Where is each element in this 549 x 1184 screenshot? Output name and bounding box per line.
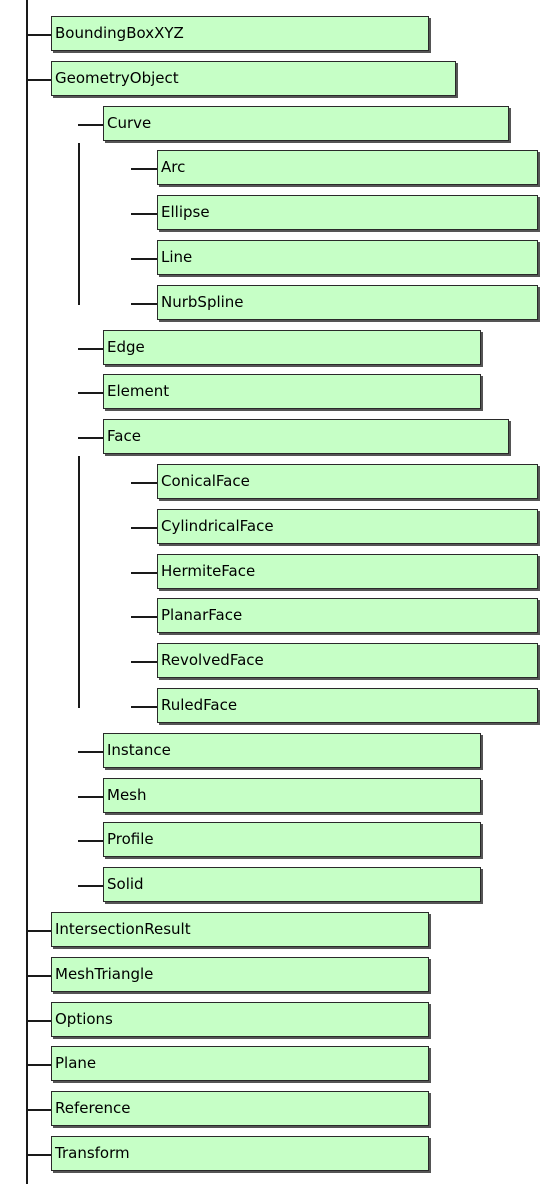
node-planarface[interactable]: PlanarFace: [157, 598, 538, 633]
node-label: MeshTriangle: [55, 965, 154, 983]
node-label: Curve: [107, 114, 152, 132]
node-label: CylindricalFace: [161, 517, 274, 535]
node-mesh[interactable]: Mesh: [103, 778, 481, 813]
meshtriangle-connector-line: [26, 975, 51, 977]
curve-connector-line: [78, 124, 103, 126]
node-label: Plane: [55, 1054, 97, 1072]
node-label: Transform: [55, 1144, 130, 1162]
node-label: RuledFace: [161, 696, 238, 714]
node-ellipse[interactable]: Ellipse: [157, 195, 538, 230]
node-label: PlanarFace: [161, 606, 243, 624]
node-label: Reference: [55, 1099, 131, 1117]
boundingboxxyz-connector-line: [26, 34, 51, 36]
node-hermiteface[interactable]: HermiteFace: [157, 554, 538, 589]
ruledface-connector-line: [131, 706, 157, 708]
ellipse-connector-line: [131, 213, 157, 215]
node-label: Element: [107, 382, 170, 400]
curve-trunk-line: [78, 143, 80, 305]
node-geometryobject[interactable]: GeometryObject: [51, 61, 456, 96]
cylindricalface-connector-line: [131, 527, 157, 529]
node-transform[interactable]: Transform: [51, 1136, 429, 1171]
node-revolvedface[interactable]: RevolvedFace: [157, 643, 538, 678]
instance-connector-line: [78, 751, 103, 753]
node-edge[interactable]: Edge: [103, 330, 481, 365]
node-label: Edge: [107, 338, 145, 356]
node-meshtriangle[interactable]: MeshTriangle: [51, 957, 429, 992]
line-connector-line: [131, 258, 157, 260]
node-label: Line: [161, 248, 193, 266]
node-label: Ellipse: [161, 203, 210, 221]
node-label: Face: [107, 427, 141, 445]
node-label: Profile: [107, 830, 154, 848]
node-profile[interactable]: Profile: [103, 822, 481, 857]
node-nurbspline[interactable]: NurbSpline: [157, 285, 538, 320]
node-curve[interactable]: Curve: [103, 106, 509, 141]
node-arc[interactable]: Arc: [157, 150, 538, 185]
element-connector-line: [78, 392, 103, 394]
conicalface-connector-line: [131, 482, 157, 484]
node-ruledface[interactable]: RuledFace: [157, 688, 538, 723]
node-reference[interactable]: Reference: [51, 1091, 429, 1126]
node-cylindricalface[interactable]: CylindricalFace: [157, 509, 538, 544]
node-line[interactable]: Line: [157, 240, 538, 275]
geometryobject-trunk-line: [26, 98, 28, 887]
arc-connector-line: [131, 168, 157, 170]
node-label: NurbSpline: [161, 293, 244, 311]
node-label: ConicalFace: [161, 472, 250, 490]
solid-connector-line: [78, 885, 103, 887]
options-connector-line: [26, 1020, 51, 1022]
edge-connector-line: [78, 348, 103, 350]
node-instance[interactable]: Instance: [103, 733, 481, 768]
geometryobject-connector-line: [26, 79, 51, 81]
node-element[interactable]: Element: [103, 374, 481, 409]
node-label: Options: [55, 1010, 113, 1028]
node-label: Mesh: [107, 786, 147, 804]
node-plane[interactable]: Plane: [51, 1046, 429, 1081]
node-intersectionresult[interactable]: IntersectionResult: [51, 912, 429, 947]
node-label: BoundingBoxXYZ: [55, 24, 184, 42]
face-connector-line: [78, 437, 103, 439]
transform-connector-line: [26, 1154, 51, 1156]
node-label: GeometryObject: [55, 69, 179, 87]
node-boundingboxxyz[interactable]: BoundingBoxXYZ: [51, 16, 429, 51]
node-label: HermiteFace: [161, 562, 256, 580]
mesh-connector-line: [78, 796, 103, 798]
node-label: IntersectionResult: [55, 920, 191, 938]
face-trunk-line: [78, 456, 80, 708]
node-conicalface[interactable]: ConicalFace: [157, 464, 538, 499]
hermiteface-connector-line: [131, 572, 157, 574]
node-label: RevolvedFace: [161, 651, 264, 669]
node-solid[interactable]: Solid: [103, 867, 481, 902]
plane-connector-line: [26, 1064, 51, 1066]
profile-connector-line: [78, 840, 103, 842]
planarface-connector-line: [131, 616, 157, 618]
node-face[interactable]: Face: [103, 419, 509, 454]
node-label: Solid: [107, 875, 144, 893]
node-label: Arc: [161, 158, 186, 176]
revolvedface-connector-line: [131, 661, 157, 663]
reference-connector-line: [26, 1109, 51, 1111]
node-label: Instance: [107, 741, 171, 759]
nurbspline-connector-line: [131, 303, 157, 305]
intersectionresult-connector-line: [26, 930, 51, 932]
node-options[interactable]: Options: [51, 1002, 429, 1037]
